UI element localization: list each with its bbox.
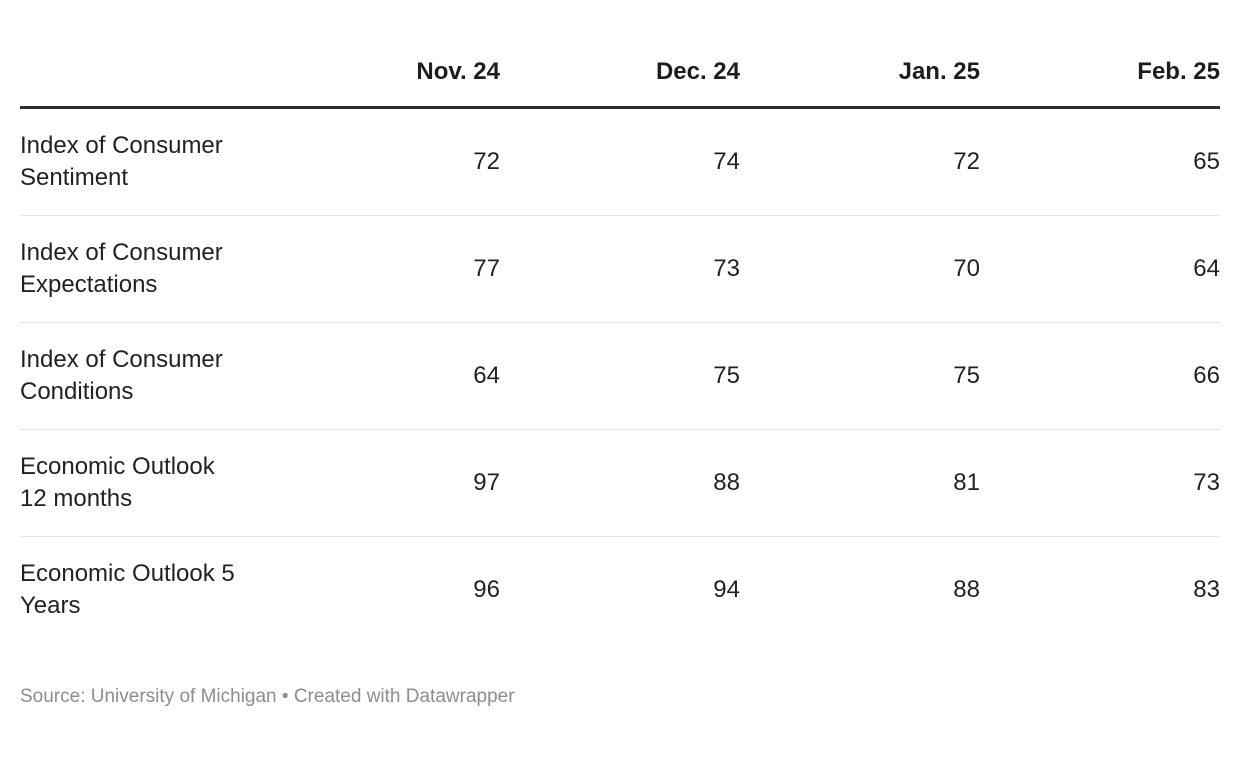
cell-value: 72: [473, 148, 500, 175]
row-label: Index of Consumer Conditions: [20, 322, 260, 430]
table-row-economic-outlook-5-years: Economic Outlook 5 Years 96 94 88 83: [20, 536, 1220, 643]
cell-value: 66: [980, 322, 1220, 430]
cell-value: 70: [740, 215, 980, 323]
row-label: Index of Consumer Sentiment: [20, 132, 223, 191]
cell-value: 83: [980, 536, 1220, 643]
column-header-jan25: Jan. 25: [740, 58, 980, 109]
source-label: Source:: [20, 686, 91, 707]
cell-value: 73: [500, 215, 740, 323]
cell-value: 64: [980, 215, 1220, 323]
row-label: Index of Consumer Expectations: [20, 215, 260, 323]
attribution-link[interactable]: Created with Datawrapper: [293, 686, 515, 707]
cell-value: 88: [500, 429, 740, 537]
cell-value: 64: [260, 322, 500, 430]
header-empty-cell: [20, 58, 260, 109]
cell-value: 72: [953, 148, 980, 175]
cell-value: 96: [260, 536, 500, 643]
table-widget: Nov. 24 Dec. 24 Jan. 25 Feb. 25 Index of…: [0, 58, 1240, 709]
table-row-economic-outlook-12-months: Economic Outlook 12 months 97 88 81 73: [20, 429, 1220, 537]
table-row-consumer-conditions: Index of Consumer Conditions 64 75 75 66: [20, 322, 1220, 430]
table-header: Nov. 24 Dec. 24 Jan. 25 Feb. 25: [20, 58, 1220, 109]
row-label: Economic Outlook 5 Years: [20, 536, 260, 643]
row-label: Economic Outlook 12 months: [20, 429, 260, 537]
column-header-nov24: Nov. 24: [260, 58, 500, 109]
cell-value: 94: [500, 536, 740, 643]
header-row: Nov. 24 Dec. 24 Jan. 25 Feb. 25: [20, 58, 1220, 109]
cell-value: 74: [713, 148, 740, 175]
cell-value: 75: [500, 322, 740, 430]
cell-value: 73: [980, 429, 1220, 537]
data-table: Nov. 24 Dec. 24 Jan. 25 Feb. 25 Index of…: [20, 58, 1220, 643]
cell-value: 77: [260, 215, 500, 323]
column-header-feb25: Feb. 25: [980, 58, 1220, 109]
table-row-consumer-expectations: Index of Consumer Expectations 77 73 70 …: [20, 215, 1220, 323]
footer-separator: •: [276, 686, 294, 707]
cell-value: 81: [740, 429, 980, 537]
cell-value: 65: [1193, 148, 1220, 175]
cell-value: 88: [740, 536, 980, 643]
table-body: Index of Consumer Sentiment 72 74 72 65 …: [20, 108, 1220, 643]
source-name: University of Michigan: [90, 686, 277, 707]
table-row-consumer-sentiment: Index of Consumer Sentiment 72 74 72 65: [20, 108, 1220, 216]
cell-value: 97: [260, 429, 500, 537]
column-header-dec24: Dec. 24: [500, 58, 740, 109]
source-note: Source: University of Michigan • Created…: [20, 685, 1220, 709]
cell-value: 75: [740, 322, 980, 430]
